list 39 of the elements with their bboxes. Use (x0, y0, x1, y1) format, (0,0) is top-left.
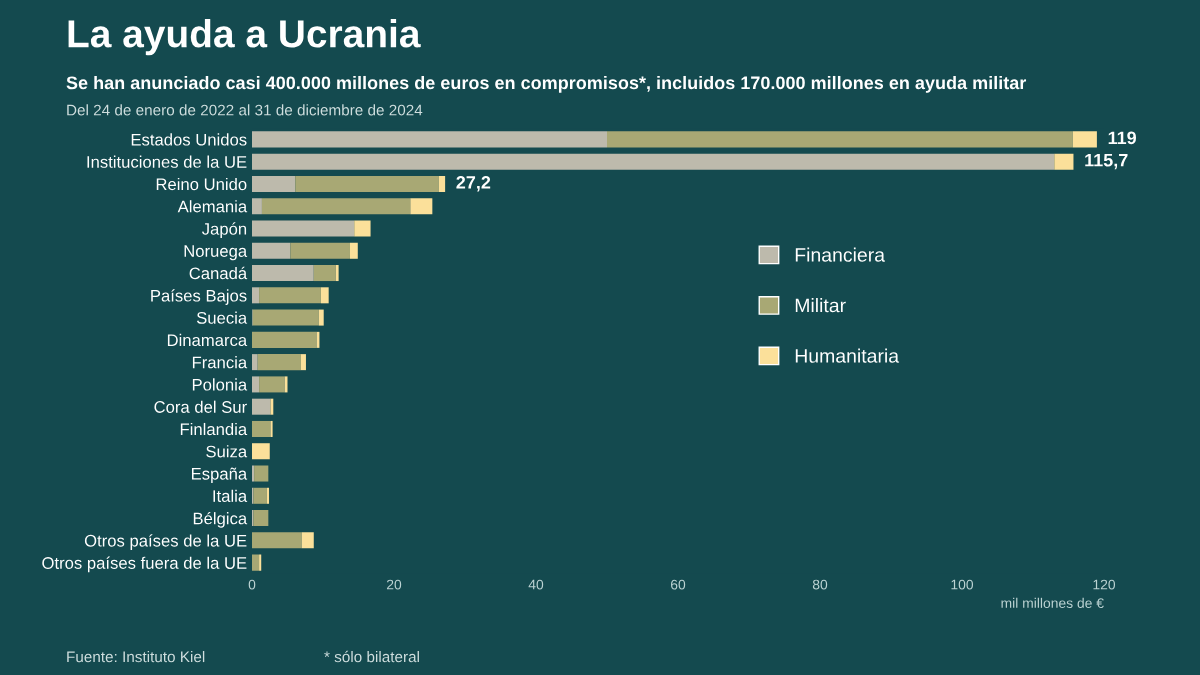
text: * sólo bilateral (324, 650, 419, 663)
legend-label: Humanitaria (795, 348, 900, 363)
total-label: 27,2 (456, 176, 491, 192)
x-tick-label: 20 (386, 579, 402, 590)
y-tick-label: Noruega (184, 245, 248, 261)
chart-subtitle: Se han anunciado casi 400.000 millones de euros en compromisos*, incluidos 170.000 millones en ayuda militar (66, 75, 1027, 93)
total-label: 119 (1108, 131, 1137, 145)
y-tick-label: Dinamarca (167, 333, 248, 347)
text: Del 24 de enero de 2022 al 31 de diciembre de 2024 (67, 104, 423, 116)
y-tick-label: Otros países de la UE (84, 534, 247, 550)
y-tick-label: Otros países fuera de la UE (42, 556, 247, 573)
y-tick-label: Instituciones de la UE (87, 155, 247, 168)
y-tick-label: Suiza (206, 445, 248, 458)
x-tick-label: 0 (248, 579, 256, 590)
y-tick-label: Polonia (192, 378, 248, 391)
x-tick-label: 120 (1093, 579, 1116, 590)
y-tick-label: Estados Unidos (131, 133, 247, 146)
source-note: Fuente: Instituto Kiel (67, 651, 205, 663)
x-tick-label: 40 (528, 579, 544, 590)
y-tick-label: Japón (201, 222, 247, 239)
y-tick-label: Reino Unido (156, 177, 247, 191)
y-tick-label: Suecia (196, 311, 248, 324)
x-tick-label: 100 (951, 579, 974, 590)
y-tick-label: Bélgica (193, 511, 248, 528)
total-label: 115,7 (1085, 153, 1128, 170)
chart-title: La ayuda a Ucrania (68, 19, 421, 56)
x-tick-label: 60 (670, 579, 686, 590)
y-tick-label: Italia (213, 489, 248, 502)
x-axis-title: mil millones de € (1001, 597, 1104, 609)
y-tick-label: Cora del Sur (154, 400, 247, 413)
y-tick-label: Alemania (177, 200, 248, 213)
y-tick-label: Finlandia (180, 422, 248, 436)
y-tick-label: Países Bajos (151, 289, 247, 305)
y-tick-label: Francia (192, 356, 248, 369)
y-tick-label: España (191, 467, 248, 484)
y-tick-label: Canadá (189, 266, 248, 280)
x-tick-label: 80 (812, 579, 828, 590)
legend-label: Financiera (795, 247, 886, 262)
legend-label: Militar (795, 298, 846, 313)
